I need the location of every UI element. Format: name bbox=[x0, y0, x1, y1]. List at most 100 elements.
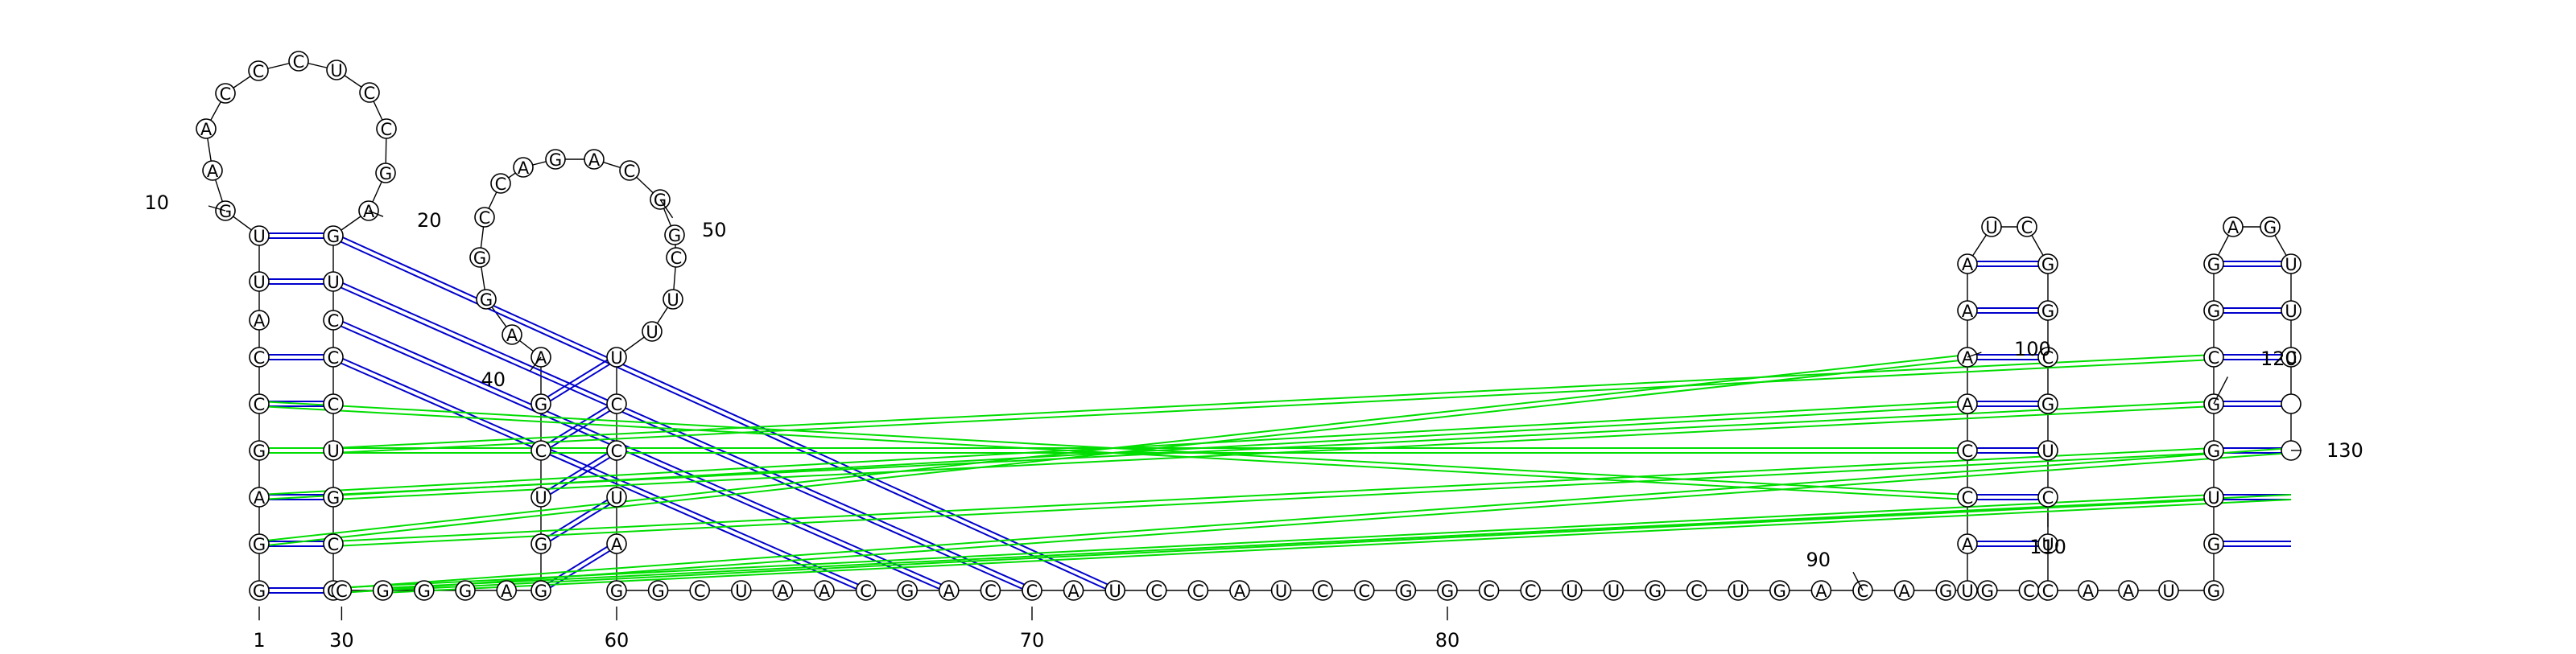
canonical-base-pair bbox=[1967, 261, 2048, 267]
nucleotide: A bbox=[772, 580, 794, 601]
nucleotide: U bbox=[323, 440, 344, 461]
canonical-base-pair bbox=[2214, 541, 2291, 547]
position-tick bbox=[368, 210, 384, 217]
nucleotide: U bbox=[730, 580, 752, 601]
svg-text:U: U bbox=[1566, 582, 1578, 601]
svg-text:A: A bbox=[1815, 582, 1827, 601]
svg-text:G: G bbox=[1649, 582, 1662, 601]
nucleotide: U bbox=[663, 289, 683, 310]
backbone-layer bbox=[205, 60, 2292, 591]
position-label: 70 bbox=[1020, 629, 1045, 652]
nucleotide: G bbox=[455, 580, 476, 601]
svg-text:G: G bbox=[2264, 218, 2277, 237]
nucleotide: C bbox=[2281, 347, 2301, 368]
nucleotide: G bbox=[372, 580, 394, 601]
nucleotide: A bbox=[1957, 300, 1978, 321]
nucleotide: A bbox=[606, 533, 627, 554]
nucleotide: U bbox=[530, 487, 551, 508]
svg-text:A: A bbox=[207, 162, 219, 181]
svg-text:C: C bbox=[495, 175, 507, 194]
nucleotide bbox=[2281, 393, 2301, 414]
canonical-base-pair bbox=[539, 447, 619, 500]
nucleotide: C bbox=[323, 310, 344, 331]
nucleotide: U bbox=[1981, 216, 2002, 237]
nucleotide: C bbox=[2037, 347, 2058, 368]
nucleotide: U bbox=[249, 225, 270, 246]
svg-text:C: C bbox=[254, 395, 266, 414]
canonical-base-pair bbox=[2214, 401, 2291, 407]
canonical-base-pair bbox=[2214, 307, 2291, 314]
canonical-base-pair bbox=[539, 354, 619, 407]
svg-text:G: G bbox=[2041, 395, 2054, 414]
svg-text:A: A bbox=[535, 348, 547, 368]
svg-text:A: A bbox=[200, 120, 213, 139]
svg-text:U: U bbox=[2041, 442, 2054, 461]
nucleotide: G bbox=[413, 580, 435, 601]
nucleotide: C bbox=[490, 173, 511, 194]
nucleotide: U bbox=[2203, 487, 2224, 508]
nucleotide: U bbox=[326, 60, 347, 80]
svg-text:A: A bbox=[1962, 535, 1974, 554]
nucleotide: A bbox=[584, 149, 605, 170]
nucleotide: A bbox=[249, 487, 270, 508]
svg-text:U: U bbox=[1109, 582, 1121, 601]
nucleotide: C bbox=[359, 82, 380, 103]
nucleotide: C bbox=[2018, 580, 2040, 601]
canonical-base-pair bbox=[1967, 401, 2048, 407]
nucleotide: A bbox=[814, 580, 835, 601]
nucleotide: A bbox=[196, 118, 217, 139]
canonical-base-pair bbox=[259, 278, 333, 285]
svg-text:G: G bbox=[1939, 582, 1952, 601]
nucleotide: G bbox=[323, 225, 344, 246]
svg-text:C: C bbox=[671, 249, 683, 268]
canonical-base-pair bbox=[2214, 261, 2291, 267]
svg-text:A: A bbox=[2227, 218, 2240, 237]
svg-text:U: U bbox=[1961, 582, 1973, 601]
svg-text:U: U bbox=[1608, 582, 1620, 601]
svg-text:A: A bbox=[943, 582, 956, 601]
svg-text:C: C bbox=[479, 208, 491, 228]
nucleotide: G bbox=[1769, 580, 1790, 601]
nucleotide: U bbox=[2158, 580, 2179, 601]
nucleotide: U bbox=[1957, 580, 1978, 601]
svg-text:C: C bbox=[2285, 348, 2297, 368]
nucleotide: G bbox=[2037, 253, 2058, 274]
svg-text:G: G bbox=[459, 582, 472, 601]
svg-text:U: U bbox=[2207, 488, 2219, 508]
nucleotide: A bbox=[1229, 580, 1250, 601]
nucleotide: C bbox=[323, 347, 344, 368]
nucleotide: C bbox=[855, 580, 877, 601]
nucleotide: C bbox=[606, 393, 627, 414]
svg-text:C: C bbox=[1857, 582, 1869, 601]
svg-text:G: G bbox=[651, 582, 664, 601]
position-tick bbox=[530, 356, 542, 372]
nucleotide: G bbox=[2037, 300, 2058, 321]
svg-text:C: C bbox=[253, 62, 265, 81]
nucleotide: C bbox=[2203, 347, 2224, 368]
nucleotide: A bbox=[1957, 393, 1978, 414]
svg-text:G: G bbox=[2207, 582, 2220, 601]
position-tick bbox=[659, 199, 674, 219]
svg-text:A: A bbox=[588, 150, 601, 170]
nucleotide: U bbox=[1270, 580, 1292, 601]
svg-text:U: U bbox=[2041, 535, 2054, 554]
nucleotide: G bbox=[323, 487, 344, 508]
pseudoknot-base-pair bbox=[332, 401, 2215, 500]
canonical-base-pair bbox=[259, 354, 333, 360]
nucleotide: G bbox=[545, 149, 566, 170]
position-label: 110 bbox=[2029, 536, 2066, 558]
svg-text:A: A bbox=[518, 158, 530, 178]
position-label: 10 bbox=[144, 191, 169, 214]
nucleotide: C bbox=[1146, 580, 1167, 601]
svg-text:A: A bbox=[2083, 582, 2095, 601]
svg-text:C: C bbox=[985, 582, 997, 601]
svg-text:C: C bbox=[1317, 582, 1329, 601]
svg-text:C: C bbox=[624, 162, 636, 181]
svg-text:G: G bbox=[668, 226, 681, 245]
svg-text:G: G bbox=[2207, 255, 2220, 274]
position-tick bbox=[208, 205, 226, 212]
svg-text:A: A bbox=[254, 488, 266, 508]
svg-text:U: U bbox=[327, 273, 339, 292]
